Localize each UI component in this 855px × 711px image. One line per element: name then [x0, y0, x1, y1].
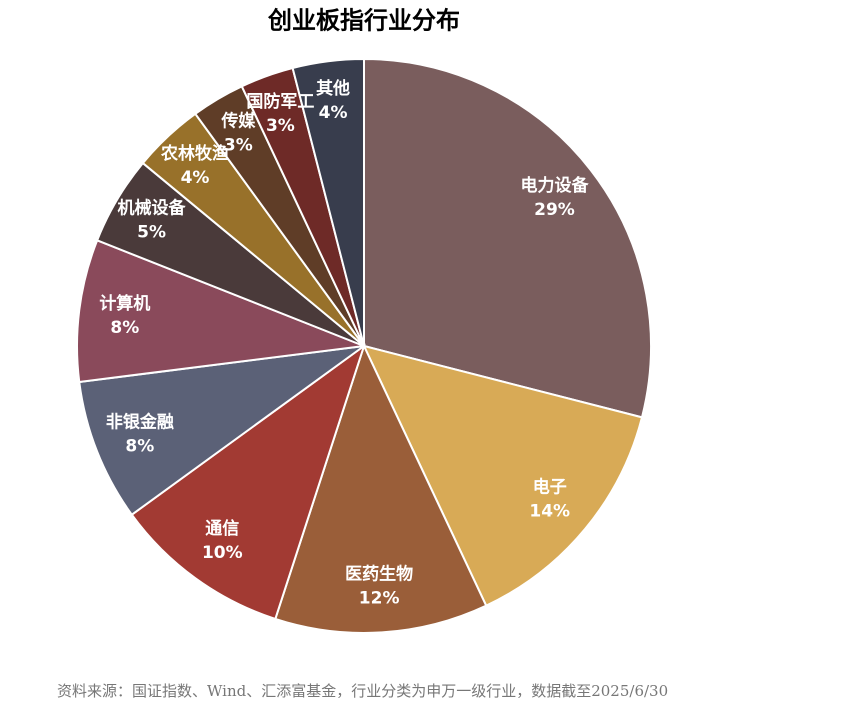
slice-label: 电力设备 [520, 175, 589, 196]
slice-label: 通信 [205, 518, 239, 539]
slice-label: 非银金融 [106, 412, 174, 433]
slice-value: 8% [110, 318, 139, 338]
slice-value: 4% [181, 168, 210, 188]
pie-slice [362, 344, 644, 608]
chart-title: 创业板指行业分布 [267, 6, 460, 35]
pie-slice [274, 343, 488, 634]
slice-value: 4% [319, 103, 348, 123]
source-note: 资料来源：国证指数、Wind、汇添富基金，行业分类为申万一级行业，数据截至202… [57, 682, 668, 700]
slice-value: 29% [534, 200, 575, 220]
pie-slice [363, 57, 652, 419]
pie-slice [76, 239, 365, 384]
slice-label: 国防军工 [246, 91, 314, 112]
pie-slice [78, 345, 365, 517]
pie-slice [130, 343, 366, 621]
slice-label: 其他 [316, 78, 350, 99]
slice-label: 农林牧渔 [160, 143, 229, 164]
slice-label: 传媒 [220, 111, 256, 132]
slice-value: 3% [224, 136, 253, 156]
slice-label: 电子 [533, 477, 567, 498]
slice-value: 10% [202, 543, 243, 563]
slice-label: 机械设备 [118, 197, 187, 218]
slice-label: 计算机 [99, 293, 150, 314]
slice-value: 14% [529, 502, 570, 522]
slice-value: 8% [125, 437, 154, 457]
slice-value: 3% [266, 116, 295, 136]
slice-value: 12% [359, 589, 400, 609]
pie-slice [291, 57, 365, 347]
slice-value: 5% [137, 222, 166, 242]
slice-label: 医药生物 [345, 564, 413, 585]
